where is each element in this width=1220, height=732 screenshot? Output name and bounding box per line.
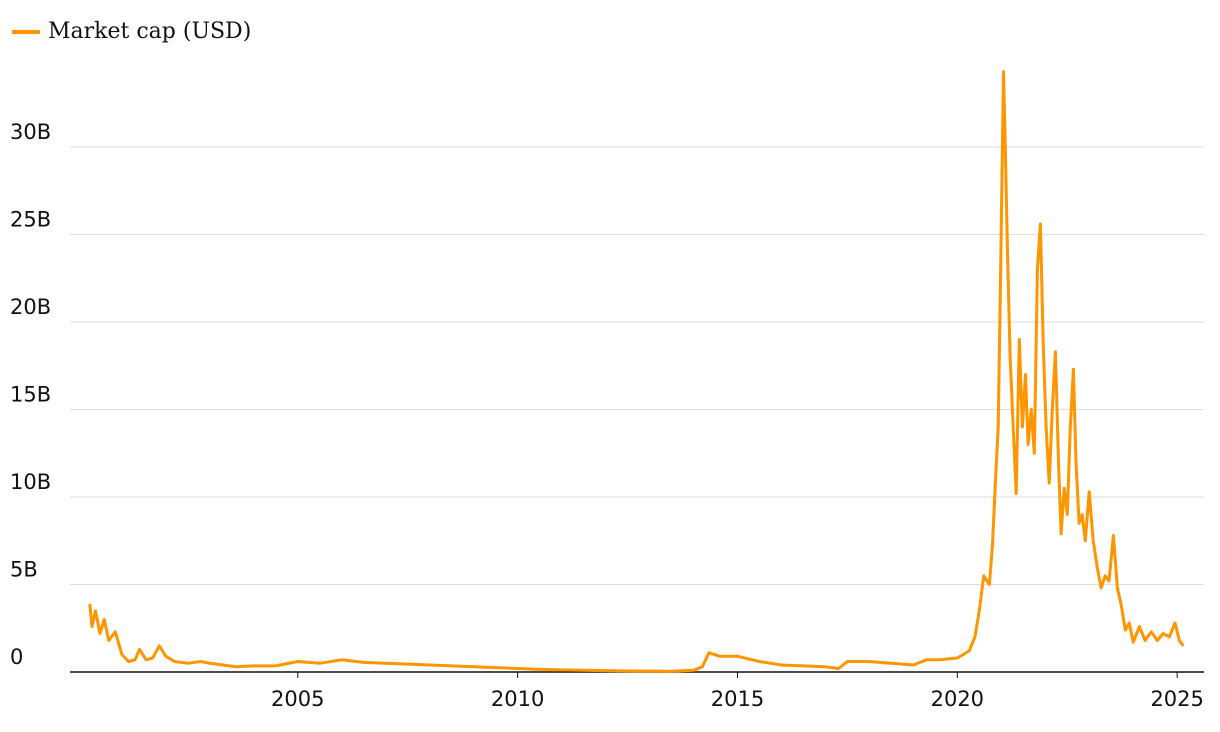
series-line bbox=[88, 70, 1185, 673]
y-tick-label: 10B bbox=[10, 470, 51, 494]
y-tick-label: 30B bbox=[10, 120, 51, 144]
x-tick-label: 2005 bbox=[271, 687, 324, 711]
y-tick-label: 0 bbox=[10, 645, 23, 669]
y-tick-label: 15B bbox=[10, 383, 51, 407]
y-tick-label: 5B bbox=[10, 558, 38, 582]
x-tick-label: 2015 bbox=[711, 687, 764, 711]
legend-label: Market cap (USD) bbox=[48, 19, 251, 44]
y-tick-label: 25B bbox=[10, 208, 51, 232]
x-tick-label: 2020 bbox=[931, 687, 984, 711]
x-tick-label: 2010 bbox=[491, 687, 544, 711]
x-tick-label: 2025 bbox=[1150, 687, 1203, 711]
y-tick-label: 20B bbox=[10, 295, 51, 319]
